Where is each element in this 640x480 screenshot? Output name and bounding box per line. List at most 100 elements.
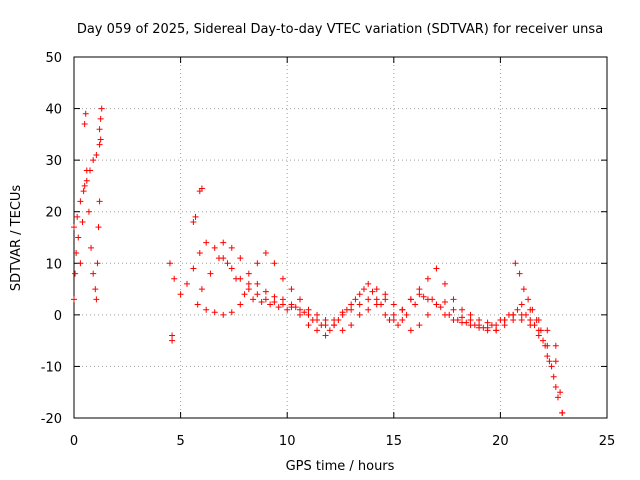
- data-point: [245, 286, 252, 293]
- data-point: [450, 306, 457, 313]
- data-point: [262, 288, 269, 295]
- data-point: [399, 317, 406, 324]
- data-point: [343, 306, 350, 313]
- data-point: [454, 317, 461, 324]
- data-point: [484, 319, 491, 326]
- data-point: [459, 314, 466, 321]
- data-point: [395, 322, 402, 329]
- data-point: [544, 327, 551, 334]
- data-point: [83, 167, 90, 174]
- data-point: [98, 105, 105, 112]
- data-point: [356, 301, 363, 308]
- data-point: [416, 291, 423, 298]
- data-point: [369, 288, 376, 295]
- data-point: [93, 296, 100, 303]
- plot-frame: [73, 56, 608, 419]
- y-tick-label: 40: [45, 103, 62, 118]
- data-point: [512, 260, 519, 267]
- data-point: [77, 260, 84, 267]
- data-point: [305, 311, 312, 318]
- data-point: [518, 311, 525, 318]
- data-point: [557, 389, 564, 396]
- data-point: [296, 306, 303, 313]
- data-point: [322, 322, 329, 329]
- data-point: [433, 265, 440, 272]
- data-point: [194, 301, 201, 308]
- data-point: [348, 301, 355, 308]
- data-point: [550, 373, 557, 380]
- x-tick-label: 20: [492, 434, 509, 449]
- data-point: [262, 249, 269, 256]
- data-point: [220, 311, 227, 318]
- data-point: [501, 317, 508, 324]
- data-points: [71, 105, 566, 416]
- data-point: [403, 311, 410, 318]
- data-point: [493, 327, 500, 334]
- data-point: [450, 296, 457, 303]
- x-tick-label: 10: [279, 434, 296, 449]
- data-point: [365, 306, 372, 313]
- data-point: [399, 306, 406, 313]
- series-isolated-points: [169, 185, 205, 344]
- y-tick-label: 30: [45, 154, 62, 169]
- data-point: [514, 306, 521, 313]
- x-axis-label: GPS time / hours: [286, 459, 395, 474]
- data-point: [82, 110, 89, 117]
- data-point: [537, 327, 544, 334]
- data-point: [352, 296, 359, 303]
- series-track-C: [220, 239, 559, 349]
- data-point: [94, 260, 101, 267]
- data-point: [510, 317, 517, 324]
- data-point: [279, 296, 286, 303]
- chart-title: Day 059 of 2025, Sidereal Day-to-day VTE…: [77, 22, 603, 37]
- data-point: [254, 260, 261, 267]
- data-point: [271, 298, 278, 305]
- data-point: [292, 304, 299, 311]
- data-point: [390, 301, 397, 308]
- data-point: [331, 322, 338, 329]
- data-point: [95, 224, 102, 231]
- y-tick-label: 20: [45, 206, 62, 221]
- data-point: [224, 260, 231, 267]
- data-point: [510, 311, 517, 318]
- y-tick-label: 0: [54, 309, 62, 324]
- data-point: [412, 301, 419, 308]
- data-point: [548, 363, 555, 370]
- data-point: [254, 280, 261, 287]
- data-point: [429, 296, 436, 303]
- data-point: [88, 244, 95, 251]
- data-point: [493, 322, 500, 329]
- data-point: [365, 280, 372, 287]
- data-point: [71, 296, 77, 303]
- data-point: [85, 208, 92, 215]
- y-tick-label: 10: [45, 257, 62, 272]
- data-point: [301, 309, 308, 316]
- data-point: [305, 322, 312, 329]
- data-point: [552, 342, 559, 349]
- data-point: [279, 301, 286, 308]
- data-point: [288, 286, 295, 293]
- data-point: [484, 324, 491, 331]
- data-point: [356, 291, 363, 298]
- data-point: [525, 296, 532, 303]
- data-point: [96, 198, 103, 205]
- data-point: [476, 322, 483, 329]
- data-point: [166, 260, 173, 267]
- data-point: [552, 384, 559, 391]
- data-point: [314, 311, 321, 318]
- data-point: [365, 296, 372, 303]
- data-point: [326, 327, 333, 334]
- data-point: [382, 311, 389, 318]
- data-point: [258, 298, 265, 305]
- series-early-spikes: [81, 105, 105, 133]
- data-point: [71, 224, 77, 231]
- x-tick-label: 15: [386, 434, 403, 449]
- data-point: [535, 332, 542, 339]
- data-point: [516, 270, 523, 277]
- data-point: [275, 304, 282, 311]
- data-point: [540, 337, 547, 344]
- grid-lines: [74, 57, 607, 418]
- data-point: [296, 311, 303, 318]
- data-point: [171, 275, 178, 282]
- data-point: [348, 322, 355, 329]
